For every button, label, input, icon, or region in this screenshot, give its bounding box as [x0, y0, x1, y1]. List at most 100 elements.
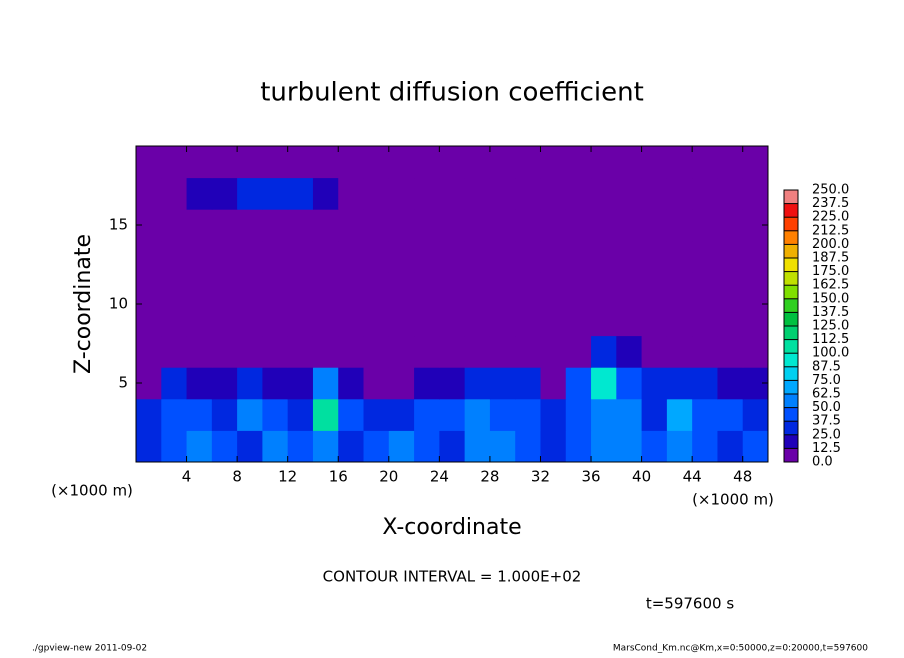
colorbar-swatch [784, 353, 798, 367]
cell [388, 398, 415, 431]
cell [237, 272, 263, 305]
cell [540, 430, 567, 463]
cell [439, 335, 466, 368]
cell [414, 146, 440, 179]
cell [641, 430, 668, 463]
cell [287, 240, 314, 273]
cell [211, 177, 238, 210]
chart-title: turbulent diffusion coefficient [260, 78, 644, 108]
cell [489, 304, 516, 337]
cell [641, 335, 668, 368]
cell [489, 177, 516, 210]
cell [414, 430, 440, 463]
cell [439, 367, 466, 400]
cell [666, 367, 693, 400]
cell [388, 304, 415, 337]
cell [641, 177, 668, 210]
cell [136, 335, 162, 368]
cell [515, 367, 541, 400]
cell [338, 367, 365, 400]
cell [591, 209, 617, 242]
cell [616, 177, 643, 210]
footer-left: ./gpview-new 2011-09-02 [32, 644, 147, 654]
y-tick-label: 5 [118, 374, 128, 392]
cell [237, 304, 263, 337]
cell [666, 430, 693, 463]
cell [489, 209, 516, 242]
cell [717, 367, 744, 400]
cell [717, 177, 744, 210]
cell [692, 272, 718, 305]
cell [540, 335, 567, 368]
cell [464, 430, 491, 463]
cell [388, 335, 415, 368]
cell [515, 272, 541, 305]
cell [237, 430, 263, 463]
cell [287, 430, 314, 463]
cell [287, 272, 314, 305]
cell [565, 240, 592, 273]
cell [464, 335, 491, 368]
cell [439, 430, 466, 463]
cell [439, 398, 466, 431]
cell [338, 304, 365, 337]
cell [540, 367, 567, 400]
cell [591, 146, 617, 179]
colorbar-swatch [784, 230, 798, 245]
cell [489, 367, 516, 400]
cell [464, 209, 491, 242]
cell [540, 209, 567, 242]
cell [565, 430, 592, 463]
cell [616, 240, 643, 273]
cell [591, 398, 617, 431]
colorbar-swatch [784, 326, 798, 340]
cell [717, 240, 744, 273]
cell [237, 335, 263, 368]
cell [388, 272, 415, 305]
footer-right: MarsCond_Km.nc@Km,x=0:50000,z=0:20000,t=… [613, 644, 868, 654]
cell [161, 209, 188, 242]
cell [388, 209, 415, 242]
cell [136, 146, 162, 179]
cell [666, 304, 693, 337]
cell [414, 240, 440, 273]
cell [565, 146, 592, 179]
cell [515, 209, 541, 242]
cell [742, 240, 769, 273]
cell [439, 209, 466, 242]
cell [338, 146, 365, 179]
y-tick-label: 15 [109, 216, 128, 234]
colorbar-label: 187.5 [812, 251, 849, 266]
cell [414, 304, 440, 337]
cell [717, 146, 744, 179]
cell [186, 177, 213, 210]
cell [312, 177, 339, 210]
cell [641, 240, 668, 273]
cell [489, 240, 516, 273]
cell [161, 335, 188, 368]
cell [161, 398, 188, 431]
cell [666, 398, 693, 431]
cell [464, 367, 491, 400]
cell [186, 209, 213, 242]
cell [363, 304, 390, 337]
cell [717, 430, 744, 463]
colorbar-swatch [784, 394, 798, 408]
colorbar-label: 137.5 [812, 305, 849, 320]
colorbar-swatch [784, 285, 798, 299]
cell [515, 304, 541, 337]
colorbar-swatch [784, 271, 798, 286]
cell [515, 146, 541, 179]
colorbar-label: 87.5 [812, 359, 841, 374]
cell [363, 367, 390, 400]
cell [211, 304, 238, 337]
cell [540, 272, 567, 305]
cell [641, 367, 668, 400]
colorbar-label: 75.0 [812, 373, 841, 388]
cell [312, 335, 339, 368]
cell [742, 146, 769, 179]
cell [515, 335, 541, 368]
colorbar-label: 25.0 [812, 427, 841, 442]
cell [262, 304, 289, 337]
cell [616, 335, 643, 368]
